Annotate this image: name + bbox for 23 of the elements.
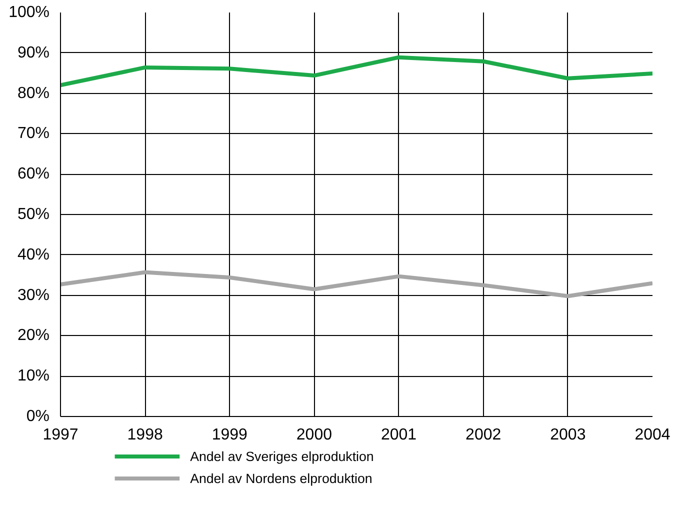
x-tick-label: 1997 bbox=[42, 426, 78, 444]
y-tick-label: 50% bbox=[17, 206, 50, 223]
y-tick-label: 90% bbox=[17, 44, 50, 62]
x-tick-label: 1999 bbox=[212, 426, 248, 444]
legend-label: Andel av Nordens elproduktion bbox=[190, 471, 372, 486]
legend-label: Andel av Sveriges elproduktion bbox=[190, 449, 374, 464]
y-tick-label: 10% bbox=[17, 368, 50, 385]
x-tick-label: 2000 bbox=[296, 426, 332, 444]
y-tick-label: 20% bbox=[17, 327, 50, 344]
x-tick-label: 1998 bbox=[127, 426, 163, 444]
y-tick-label: 100% bbox=[8, 4, 50, 21]
x-tick-label: 2004 bbox=[634, 426, 670, 444]
x-tick-label: 2003 bbox=[550, 426, 586, 444]
x-tick-label: 2002 bbox=[466, 426, 502, 444]
y-tick-label: 80% bbox=[17, 84, 50, 102]
y-tick-label: 40% bbox=[17, 246, 50, 264]
line-series bbox=[60, 270, 652, 298]
line-series bbox=[60, 55, 652, 88]
y-tick-label: 0% bbox=[26, 408, 50, 425]
x-tick-label: 2001 bbox=[380, 426, 417, 444]
y-tick-label: 30% bbox=[17, 286, 50, 304]
y-tick-label: 70% bbox=[17, 125, 50, 142]
y-tick-label: 60% bbox=[17, 166, 50, 183]
